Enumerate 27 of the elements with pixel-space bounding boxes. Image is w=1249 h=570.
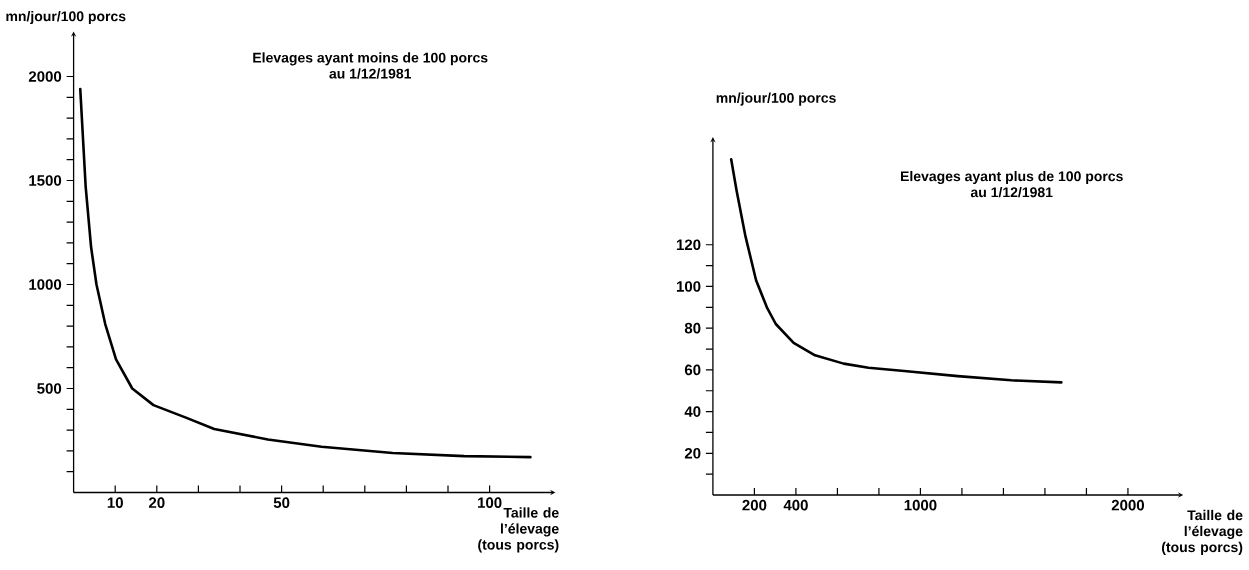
y-tick-label: 100 xyxy=(676,281,701,292)
y-axis-title: mn/jour/100 porcs xyxy=(6,10,126,25)
y-tick-label: 1000 xyxy=(29,279,62,290)
y-tick-label: 60 xyxy=(684,364,701,376)
x-tick-label: 400 xyxy=(783,499,808,511)
x-tick-label: 10 xyxy=(107,497,123,508)
x-tick-label: 2000 xyxy=(1111,499,1144,511)
line-series xyxy=(78,87,532,459)
x-axis-title: Taille de l’élevage (tous porcs) xyxy=(1161,509,1243,555)
x-tick-label: 100 xyxy=(478,497,502,508)
x-tick-label: 50 xyxy=(273,497,290,508)
text: au 1/12/1981 xyxy=(329,68,412,79)
text: Elevages ayant moins de 100 porcs xyxy=(253,52,488,66)
x-tick-label: 1000 xyxy=(904,499,937,511)
text: Elevages ayant plus de 100 porcs xyxy=(901,170,1123,185)
x-tick-label: 20 xyxy=(148,497,165,508)
text: au 1/12/1981 xyxy=(970,186,1053,198)
y-tick-label: 120 xyxy=(676,239,701,251)
y-axis-title: mn/jour/100 porcs xyxy=(716,92,836,106)
y-tick-label: 20 xyxy=(684,447,701,459)
x-axis-title: Taille de l’élevage (tous porcs) xyxy=(478,507,559,553)
y-tick-label: 80 xyxy=(684,322,701,334)
y-tick-label: 1500 xyxy=(29,175,62,186)
x-tick-label: 200 xyxy=(742,499,767,511)
y-tick-label: 500 xyxy=(37,383,62,394)
y-tick-label: 40 xyxy=(684,406,701,417)
y-tick-label: 2000 xyxy=(28,71,62,82)
